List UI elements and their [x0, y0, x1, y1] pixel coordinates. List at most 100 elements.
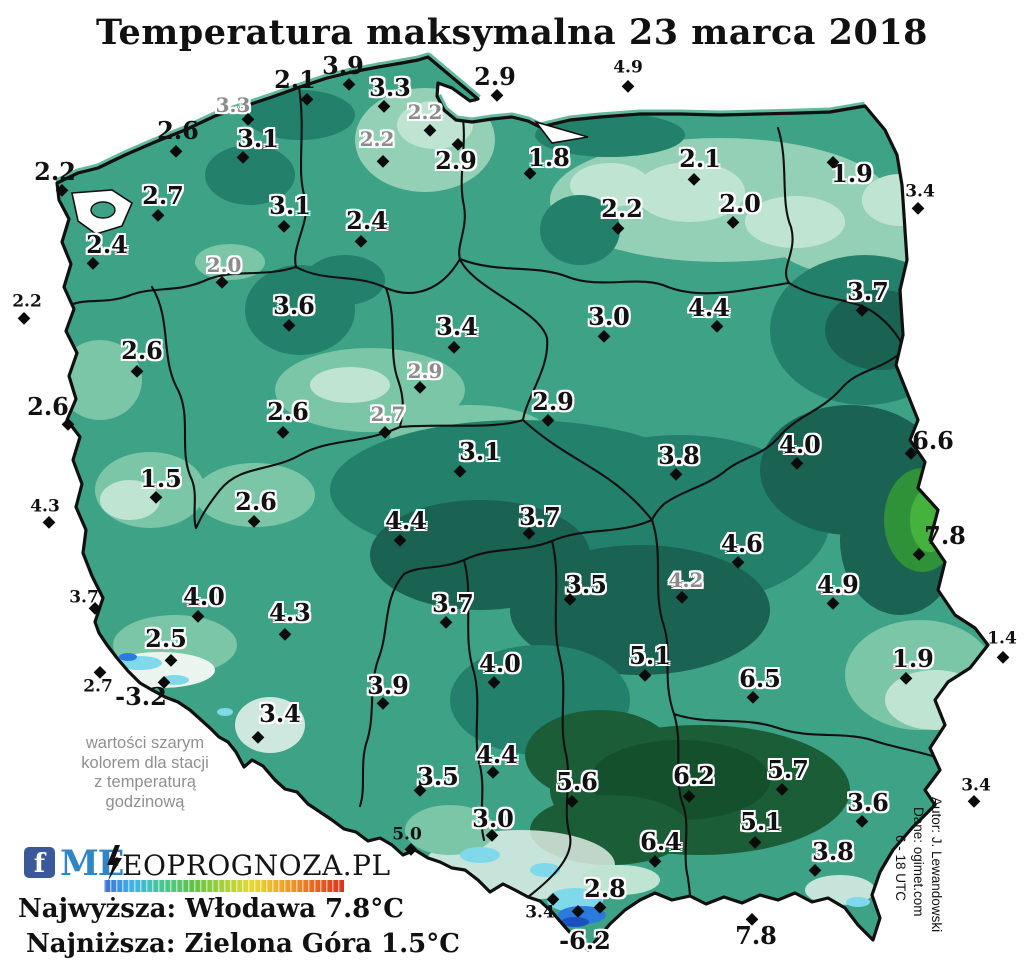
- station-value: 3.4: [259, 699, 301, 728]
- station-marker-icon: [453, 464, 467, 478]
- station-value: 3.9: [367, 671, 409, 700]
- data-source-text: Dane: ogimet.com: [911, 807, 926, 917]
- station-value: 5.1: [740, 807, 782, 836]
- station-marker-icon: [17, 311, 31, 325]
- station-value: 5.7: [767, 755, 809, 784]
- station-value: 4.9: [613, 57, 643, 78]
- station-value: 7.8: [924, 521, 966, 550]
- station-marker-icon: [354, 234, 368, 248]
- station-value: 4.3: [269, 598, 311, 627]
- note-line: z temperaturą: [94, 773, 196, 791]
- station-value: 3.9: [322, 51, 364, 80]
- station-value: 1.9: [892, 644, 934, 673]
- station-marker-icon: [682, 789, 696, 803]
- station-marker-icon: [278, 627, 292, 641]
- station-marker-icon: [687, 172, 701, 186]
- station-marker-icon: [611, 221, 625, 235]
- station-value: 3.4: [525, 902, 555, 923]
- station-value: 5.1: [629, 641, 671, 670]
- station-value: 2.2: [359, 127, 395, 151]
- station-marker-icon: [996, 650, 1010, 664]
- station-value: 5.0: [392, 824, 422, 845]
- station-value: 6.2: [673, 761, 715, 790]
- note-line: godzinową: [105, 792, 185, 811]
- station-value: 6.5: [739, 664, 781, 693]
- station-marker-icon: [911, 201, 925, 215]
- station-value: 7.8: [735, 921, 777, 950]
- facebook-icon: f: [24, 847, 55, 879]
- station-value: 2.5: [145, 624, 187, 653]
- station-value: 2.6: [235, 487, 277, 516]
- station-marker-icon: [277, 219, 291, 233]
- station-marker-icon: [775, 782, 789, 796]
- station-value: 2.9: [532, 387, 574, 416]
- lowest-temp-summary: Najniższa: Zielona Góra 1.5°C: [26, 929, 460, 959]
- credits: 6 - 18 UTC Dane: ogimet.com Autor: J. Le…: [893, 797, 944, 932]
- station-value: 2.4: [346, 206, 388, 235]
- note-line: kolorem dla stacji: [81, 753, 209, 772]
- voivodeship-borders: [68, 85, 934, 899]
- station-value: 1.8: [528, 143, 570, 172]
- station-marker-icon: [276, 425, 290, 439]
- station-value: 2.2: [12, 291, 42, 312]
- station-value: 2.1: [274, 65, 316, 94]
- vistula-lagoon: [533, 120, 589, 144]
- wolin-island: [90, 201, 116, 219]
- station-marker-icon: [215, 275, 229, 289]
- station-value: 3.1: [237, 124, 279, 153]
- station-marker-icon: [447, 340, 461, 354]
- station-value: 4.6: [721, 529, 763, 558]
- station-value: 4.2: [668, 568, 704, 592]
- station-value: 3.6: [847, 788, 889, 817]
- station-value: 4.4: [476, 740, 518, 769]
- station-marker-icon: [393, 533, 407, 547]
- station-value: 2.7: [142, 181, 184, 210]
- station-value: 4.4: [385, 506, 427, 535]
- station-marker-icon: [164, 653, 178, 667]
- station-marker-icon: [967, 794, 981, 808]
- station-value: 2.9: [435, 146, 477, 175]
- station-value: 2.6: [157, 116, 199, 145]
- station-value: 2.6: [121, 336, 163, 365]
- station-value: 1.5: [140, 464, 182, 493]
- station-value: 3.3: [369, 73, 411, 102]
- station-value: 3.5: [417, 762, 459, 791]
- note-line: wartości szarym: [85, 734, 205, 752]
- station-value: 2.4: [86, 230, 128, 259]
- station-value: 3.7: [69, 587, 99, 608]
- station-value: 2.2: [407, 100, 443, 124]
- station-marker-icon: [571, 904, 585, 918]
- station-value: 3.0: [588, 302, 630, 331]
- station-value: 2.9: [407, 359, 443, 383]
- station-marker-icon: [251, 730, 265, 744]
- station-value: 3.8: [658, 441, 700, 470]
- station-value: 6.4: [640, 827, 682, 856]
- station-value: 3.1: [269, 191, 311, 220]
- station-value: 2.1: [679, 144, 721, 173]
- station-marker-icon: [42, 515, 56, 529]
- station-marker-icon: [247, 514, 261, 528]
- station-marker-icon: [675, 590, 689, 604]
- station-marker-icon: [151, 208, 165, 222]
- station-value: 2.2: [34, 157, 76, 186]
- station-value: 3.4: [961, 775, 991, 796]
- station-marker-icon: [597, 329, 611, 343]
- lightning-bolt-icon: [107, 845, 122, 881]
- station-marker-icon: [191, 609, 205, 623]
- station-value: 2.6: [267, 397, 309, 426]
- gray-values-note: wartości szarym kolorem dla stacji z tem…: [55, 734, 235, 812]
- meteoprognoza-logo: f ME EOPROGNOZA.PL: [22, 843, 390, 895]
- station-value: 4.3: [30, 496, 60, 517]
- station-marker-icon: [130, 364, 144, 378]
- logo-colorbar: [104, 880, 344, 892]
- station-value: 3.6: [273, 291, 315, 320]
- station-value: 2.0: [206, 253, 242, 277]
- station-value: 4.0: [183, 582, 225, 611]
- station-value: 4.0: [779, 430, 821, 459]
- station-value: 3.1: [459, 437, 501, 466]
- highest-temp-summary: Najwyższa: Włodawa 7.8°C: [18, 894, 404, 924]
- station-value: 4.9: [817, 570, 859, 599]
- author-text: Autor: J. Lewandowski: [929, 797, 944, 933]
- station-value: 1.9: [831, 159, 873, 188]
- station-marker-icon: [169, 144, 183, 158]
